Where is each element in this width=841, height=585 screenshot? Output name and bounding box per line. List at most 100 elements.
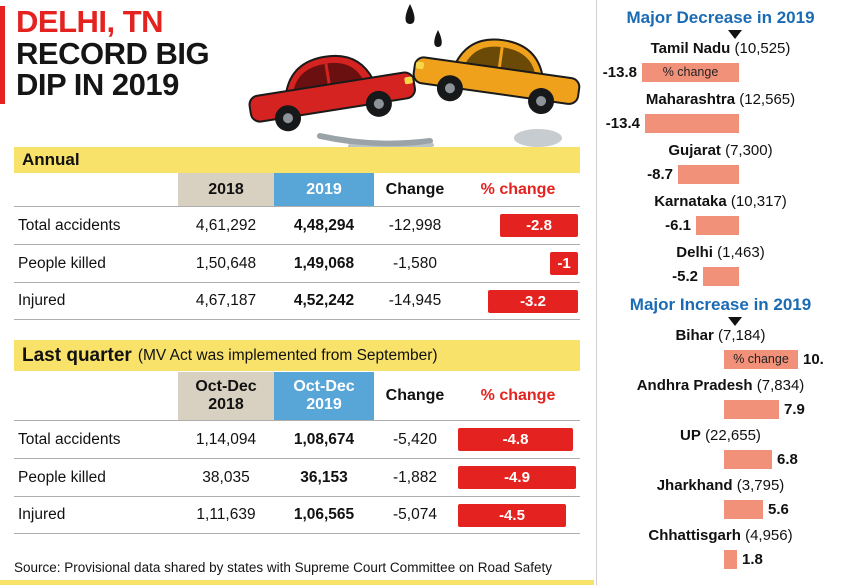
annual-band-label: Annual [22, 150, 80, 169]
title-line-2: RECORD BIG [16, 35, 210, 71]
page-title: DELHI, TN RECORD BIG DIP IN 2019 [16, 4, 210, 103]
state-count: (4,956) [745, 527, 793, 544]
annual-section-band: Annual [14, 147, 580, 173]
decrease-bar: % change [642, 62, 739, 82]
value-change: -1,580 [393, 254, 437, 272]
col-header-change: Change [385, 180, 445, 198]
title-line-1: DELHI, TN [16, 4, 164, 39]
increase-bar [724, 449, 772, 469]
decrease-bar [645, 113, 739, 133]
col-header-change: Change [385, 387, 445, 404]
bar-value: 7.9 [784, 400, 805, 418]
value-change: -14,945 [388, 292, 442, 309]
pct-change-label: % change [662, 65, 719, 79]
decrease-bar [678, 164, 739, 184]
value-2019: 1,49,068 [293, 254, 355, 272]
state-name: Jharkhand [656, 477, 733, 494]
value-2018: 1,11,639 [196, 506, 256, 523]
list-item: Tamil Nadu (10,525) -13.8 % change [600, 40, 841, 82]
title-line-3: DIP IN 2019 [16, 67, 179, 103]
row-label: Injured [18, 506, 66, 523]
value-change: -1,882 [393, 468, 437, 486]
source-note: Source: Provisional data shared by state… [14, 560, 553, 575]
car-crash-illustration [248, 4, 581, 151]
state-count: (7,300) [725, 142, 773, 159]
pct-badge: -4.9 [458, 466, 576, 489]
pct-change-label: % change [733, 352, 789, 366]
red-car [248, 54, 416, 132]
bar-value: 6.8 [777, 450, 798, 468]
red-edge-accent [0, 6, 5, 104]
bottom-yellow-strip [0, 580, 594, 585]
list-item: Delhi (1,463) -5.2 [600, 244, 841, 286]
bar-value: 5.6 [768, 500, 789, 518]
value-change: -12,998 [388, 216, 442, 234]
last-quarter-table-header: Oct-Dec 2018 Oct-Dec 2019 Change % chang… [14, 372, 580, 420]
last-quarter-section-band: Last quarter (MV Act was implemented fro… [14, 340, 580, 371]
state-count: (1,463) [717, 244, 765, 261]
decrease-bar [696, 215, 739, 235]
bar-value: -8.7 [647, 165, 673, 183]
state-name: Delhi [676, 244, 713, 261]
value-2019: 4,52,242 [293, 292, 355, 309]
row-label: People killed [18, 254, 106, 272]
value-2019: 1,08,674 [293, 430, 355, 448]
state-name: Tamil Nadu [650, 40, 731, 57]
decrease-bar [703, 266, 739, 286]
list-item: Andhra Pradesh (7,834) 7.9 [600, 377, 841, 419]
value-change: -5,420 [393, 430, 437, 448]
list-item: Chhattisgarh (4,956) 1.8 [600, 527, 841, 569]
pct-badge: -1 [550, 252, 578, 275]
list-item: Bihar (7,184) % change 10. [600, 327, 841, 369]
row-label: Total accidents [18, 430, 121, 448]
state-count: (12,565) [739, 91, 796, 108]
annual-table: 2018 2019 Change % change Total accident… [14, 173, 580, 320]
state-count: (10,525) [734, 40, 791, 57]
state-name: Gujarat [668, 142, 721, 159]
col-header-octdec-2019: Oct-Dec 2019 [274, 372, 374, 420]
state-count: (7,834) [756, 377, 805, 394]
pct-badge: -4.5 [458, 503, 566, 527]
table-row: People killed 1,50,648 1,49,068 -1,580 -… [14, 244, 580, 282]
bar-value: -6.1 [665, 216, 691, 234]
major-increase-section: Major Increase in 2019 Bihar (7,184) % c… [600, 295, 841, 569]
list-item: Karnataka (10,317) -6.1 [600, 193, 841, 235]
state-count: (22,655) [705, 427, 761, 444]
last-quarter-table: Oct-Dec 2018 Oct-Dec 2019 Change % chang… [14, 372, 580, 534]
down-triangle-icon [728, 317, 742, 326]
value-2018: 1,50,648 [195, 254, 257, 272]
bar-value: -13.8 [602, 63, 637, 81]
pct-badge: -4.8 [458, 428, 573, 451]
list-item: Gujarat (7,300) -8.7 [600, 142, 841, 184]
state-count: (3,795) [736, 477, 785, 494]
bar-value: -13.4 [605, 114, 640, 132]
list-item: Jharkhand (3,795) 5.6 [600, 477, 841, 519]
table-row: Injured 4,67,187 4,52,242 -14,945 -3.2 [14, 282, 580, 320]
state-name: Chhattisgarh [648, 527, 741, 544]
last-quarter-band-note: (MV Act was implemented from September) [137, 346, 438, 364]
row-label: Total accidents [18, 216, 121, 234]
left-panel: DELHI, TN RECORD BIG DIP IN 2019 [0, 4, 594, 585]
increase-bar [724, 499, 763, 519]
col-header-octdec-2018: Oct-Dec 2018 [178, 372, 274, 420]
increase-bar [724, 399, 779, 419]
state-name: Bihar [675, 327, 714, 344]
col-header-pct-change: % change [480, 387, 556, 404]
right-panel: Major Decrease in 2019 Tamil Nadu (10,52… [600, 0, 841, 585]
decrease-heading: Major Decrease in 2019 [626, 8, 815, 27]
col-header-pct-change: % change [480, 180, 556, 198]
list-item: UP (22,655) 6.8 [600, 427, 841, 469]
increase-bar [724, 549, 737, 569]
value-2019: 36,153 [300, 468, 348, 486]
value-2019: 1,06,565 [293, 506, 355, 523]
value-change: -5,074 [393, 506, 437, 523]
down-triangle-icon [728, 30, 742, 39]
table-row: Total accidents 4,61,292 4,48,294 -12,99… [14, 206, 580, 244]
state-name: UP [680, 427, 701, 444]
panel-divider [596, 0, 597, 585]
state-count: (10,317) [730, 193, 787, 210]
increase-heading: Major Increase in 2019 [629, 295, 812, 314]
value-2019: 4,48,294 [293, 216, 355, 234]
pct-badge: -2.8 [500, 214, 578, 237]
